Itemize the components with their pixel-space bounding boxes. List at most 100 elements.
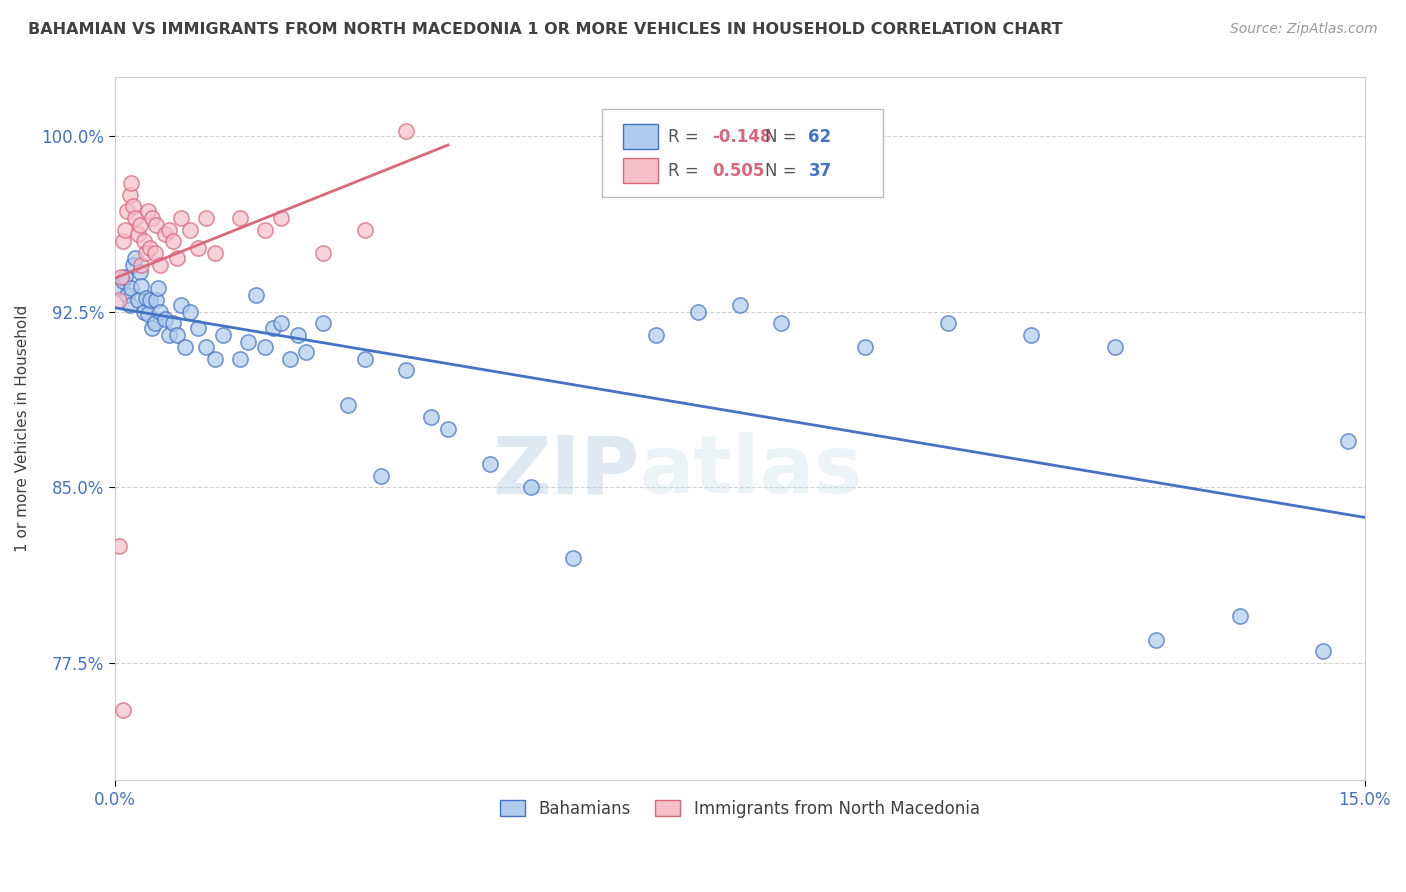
Point	[204, 351, 226, 366]
Point	[129, 258, 152, 272]
Point	[111, 703, 134, 717]
Point	[132, 235, 155, 249]
Point	[336, 399, 359, 413]
Point	[153, 227, 176, 242]
Point	[420, 410, 443, 425]
Text: 0.505: 0.505	[711, 161, 765, 180]
FancyBboxPatch shape	[623, 158, 658, 184]
Point	[1229, 609, 1251, 624]
Point	[128, 218, 150, 232]
Point	[270, 211, 292, 225]
Point	[312, 317, 335, 331]
Point	[170, 211, 193, 225]
Point	[124, 211, 146, 225]
Point	[166, 328, 188, 343]
Point	[136, 307, 159, 321]
Point	[295, 344, 318, 359]
Point	[166, 251, 188, 265]
Point	[115, 204, 138, 219]
Point	[1021, 328, 1043, 343]
Point	[179, 223, 201, 237]
Point	[120, 281, 142, 295]
Point	[118, 298, 141, 312]
Point	[146, 281, 169, 295]
Point	[138, 242, 160, 256]
Point	[204, 246, 226, 260]
Text: 37: 37	[808, 161, 832, 180]
Point	[187, 242, 209, 256]
Point	[212, 328, 235, 343]
Legend: Bahamians, Immigrants from North Macedonia: Bahamians, Immigrants from North Macedon…	[494, 793, 987, 825]
Point	[228, 351, 250, 366]
Point	[1104, 340, 1126, 354]
Y-axis label: 1 or more Vehicles in Household: 1 or more Vehicles in Household	[15, 305, 30, 552]
Point	[187, 321, 209, 335]
Point	[686, 304, 709, 318]
Point	[145, 293, 167, 307]
Point	[245, 288, 267, 302]
Point	[121, 258, 143, 272]
Point	[138, 293, 160, 307]
Point	[1144, 632, 1167, 647]
Point	[853, 340, 876, 354]
Point	[128, 265, 150, 279]
Point	[312, 246, 335, 260]
Point	[1337, 434, 1360, 448]
Point	[395, 124, 418, 138]
Point	[936, 317, 959, 331]
Point	[153, 311, 176, 326]
Point	[111, 274, 134, 288]
Point	[141, 211, 163, 225]
Point	[135, 291, 157, 305]
Point	[645, 328, 668, 343]
Point	[107, 293, 129, 307]
Point	[728, 298, 751, 312]
Point	[107, 281, 129, 295]
Point	[195, 340, 218, 354]
Point	[118, 187, 141, 202]
Point	[162, 317, 184, 331]
Point	[174, 340, 197, 354]
Point	[110, 269, 132, 284]
Point	[278, 351, 301, 366]
Point	[135, 246, 157, 260]
Point	[561, 550, 583, 565]
Point	[270, 317, 292, 331]
Point	[395, 363, 418, 377]
Point	[253, 340, 276, 354]
Point	[121, 199, 143, 213]
Point	[115, 288, 138, 302]
FancyBboxPatch shape	[623, 124, 658, 150]
Point	[170, 298, 193, 312]
Point	[520, 480, 543, 494]
Text: -0.148: -0.148	[711, 128, 772, 145]
Point	[149, 258, 172, 272]
Text: R =: R =	[668, 161, 704, 180]
Text: ZIP: ZIP	[492, 432, 640, 510]
Point	[262, 321, 284, 335]
Point	[107, 539, 129, 553]
Point	[162, 235, 184, 249]
Point	[114, 269, 136, 284]
Point	[437, 422, 460, 436]
Text: 62: 62	[808, 128, 831, 145]
Point	[236, 335, 259, 350]
Text: N =: N =	[765, 128, 801, 145]
Point	[143, 246, 166, 260]
Point	[143, 317, 166, 331]
Text: atlas: atlas	[640, 432, 863, 510]
FancyBboxPatch shape	[602, 109, 883, 197]
Point	[157, 328, 180, 343]
Point	[127, 293, 149, 307]
Point	[1312, 644, 1334, 658]
Point	[287, 328, 309, 343]
Point	[124, 251, 146, 265]
Text: BAHAMIAN VS IMMIGRANTS FROM NORTH MACEDONIA 1 OR MORE VEHICLES IN HOUSEHOLD CORR: BAHAMIAN VS IMMIGRANTS FROM NORTH MACEDO…	[28, 22, 1063, 37]
Point	[120, 176, 142, 190]
Point	[114, 223, 136, 237]
Point	[353, 223, 375, 237]
Point	[145, 218, 167, 232]
Point	[111, 235, 134, 249]
Point	[157, 223, 180, 237]
Point	[370, 468, 392, 483]
